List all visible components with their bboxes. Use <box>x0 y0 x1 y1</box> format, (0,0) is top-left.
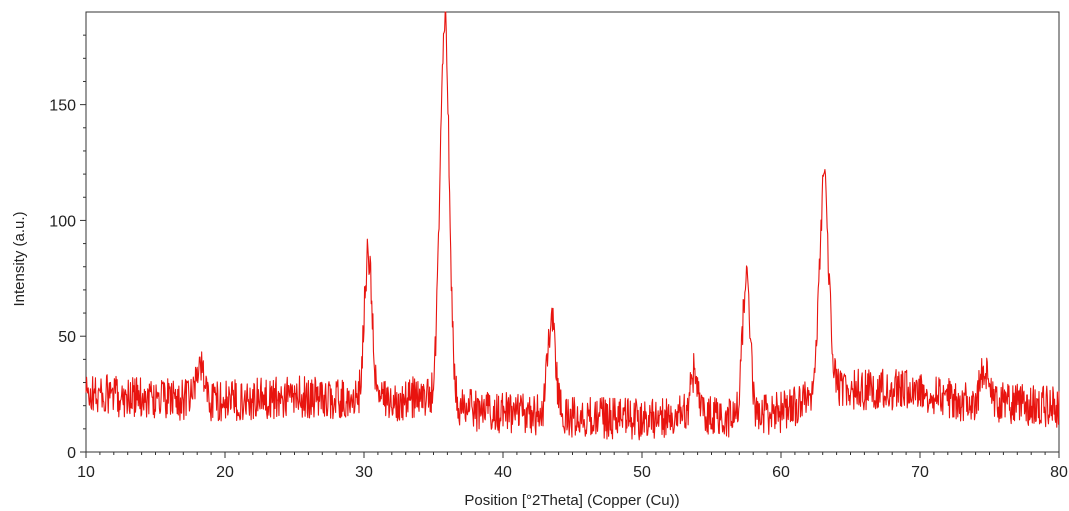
minor-ticks <box>83 34 1046 455</box>
x-axis-ticks: 10 20 30 40 50 60 70 80 <box>77 452 1068 481</box>
x-tick-label: 70 <box>911 464 929 481</box>
x-tick-label: 60 <box>772 464 790 481</box>
x-tick-label: 30 <box>355 464 373 481</box>
x-tick-label: 80 <box>1050 464 1068 481</box>
y-axis-ticks: 0 50 100 150 <box>49 98 86 462</box>
x-axis-title: Position [°2Theta] (Copper (Cu)) <box>464 492 679 509</box>
series-line <box>85 11 1060 441</box>
y-tick-label: 50 <box>58 329 76 346</box>
series-layer <box>85 11 1060 441</box>
x-tick-label: 50 <box>633 464 651 481</box>
x-tick-label: 40 <box>494 464 512 481</box>
y-tick-label: 150 <box>49 98 76 115</box>
x-tick-label: 10 <box>77 464 95 481</box>
y-tick-label: 0 <box>67 445 76 462</box>
y-axis-title: Intensity (a.u.) <box>11 211 28 306</box>
x-tick-label: 20 <box>216 464 234 481</box>
y-tick-label: 100 <box>49 213 76 230</box>
